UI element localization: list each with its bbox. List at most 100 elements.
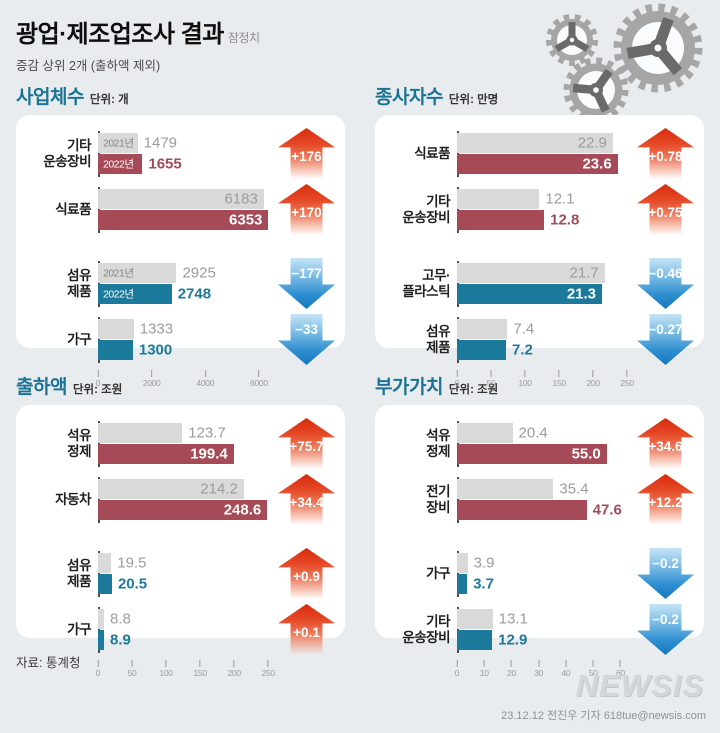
bar-row-2021: 12.1 xyxy=(457,188,634,210)
axis-tick: 2000 xyxy=(143,370,161,388)
category-label: 석유 정제 xyxy=(67,427,91,459)
bar-row-2021: 19.5 xyxy=(98,552,275,574)
x-axis: 0 50 100 150 200 250 xyxy=(454,370,634,392)
bar-row-2021: 3.9 xyxy=(457,552,634,574)
bar-group: 섬유 제품 2021년 2925 2022년 2748 −177 xyxy=(26,258,335,309)
year-label-2021: 2021년 xyxy=(103,267,134,279)
change-value: +75.7 xyxy=(289,439,324,455)
bars-plot: 7.4 7.2 xyxy=(457,316,634,363)
axis-row: 0 50 100 150 200 250 xyxy=(26,660,335,682)
value-label-2022: 248.6 xyxy=(223,501,262,519)
bar-row-2021: 7.4 xyxy=(457,318,634,340)
newsis-watermark: NEWSIS xyxy=(575,668,704,703)
title-badge: 잠정치 xyxy=(227,31,260,45)
bar-2022 xyxy=(457,499,587,520)
bar-2021: 2021년 xyxy=(98,132,138,153)
axis-tick: 250 xyxy=(262,660,275,678)
bar-2022: 2022년 xyxy=(98,283,172,304)
bar-row-2022: 12.9 xyxy=(457,629,634,651)
category-label: 섬유 제품 xyxy=(426,323,450,355)
value-label-2021: 22.9 xyxy=(577,134,607,152)
axis-tick: 60 xyxy=(616,660,625,678)
change-value: +170 xyxy=(291,205,322,221)
value-label-2022: 6353 xyxy=(229,211,263,229)
axis-tick: 6000 xyxy=(250,370,268,388)
bars-plot: 19.5 20.5 xyxy=(98,550,275,597)
up-arrow-icon: +0.75 xyxy=(637,184,694,235)
bar-row-2022: 3.7 xyxy=(457,573,634,595)
bar-2022 xyxy=(98,499,268,520)
value-label-2022: 47.6 xyxy=(592,501,622,519)
up-arrow-icon: +0.1 xyxy=(278,604,335,655)
axis-tick: 50 xyxy=(487,370,496,388)
value-label-2022: 199.4 xyxy=(190,445,228,463)
value-label-2021: 214.2 xyxy=(200,480,238,498)
bar-2022 xyxy=(457,339,506,360)
axis-tick: 50 xyxy=(589,660,598,678)
page-title: 광업·제조업조사 결과 xyxy=(16,21,224,48)
down-arrow-icon: −0.27 xyxy=(637,314,694,365)
bars-plot: 35.4 47.6 xyxy=(457,476,634,523)
bar-row-2022: 199.4 xyxy=(98,443,275,465)
axis-tick-label: 60 xyxy=(615,668,625,678)
value-label-2021: 20.4 xyxy=(518,424,548,442)
value-label-2021: 1479 xyxy=(143,134,178,152)
bar-2021 xyxy=(98,188,264,209)
chart-section-2: 종사자수 단위: 만명 식료품 22.9 23.6 +0.78 기타 운송장비 12.1 12.8… xyxy=(375,82,704,388)
bars-plot: 13.1 12.9 xyxy=(457,606,634,653)
bar-group: 기타 운송장비 13.1 12.9 −0.2 xyxy=(385,604,694,655)
bar-2021 xyxy=(98,608,104,629)
charts-grid: 사업체수 단위: 개 기타 운송장비 2021년 1479 2022년 1655 +176 식료품… xyxy=(0,74,720,678)
category-label: 기타 운송장비 xyxy=(43,137,91,169)
bar-row-2021: 21.7 xyxy=(457,262,634,284)
bar-group: 식료품 22.9 23.6 +0.78 xyxy=(385,128,694,179)
bar-2021 xyxy=(457,478,554,499)
bar-row-2021: 2021년 2925 xyxy=(98,262,275,284)
bar-2022: 2022년 xyxy=(98,153,143,174)
bars-plot: 21.7 21.3 xyxy=(457,260,634,307)
value-label-2021: 3.9 xyxy=(473,554,495,572)
value-label-2021: 7.4 xyxy=(513,320,535,338)
bar-row-2021: 13.1 xyxy=(457,608,634,630)
category-label: 식료품 xyxy=(55,201,91,217)
chart-section-3: 출하액 단위: 조원 석유 정제 123.7 199.4 +75.7 자동차 214.2 248.… xyxy=(16,372,345,678)
axis-tick-label: 0 xyxy=(95,378,101,388)
bars-plot: 123.7 199.4 xyxy=(98,420,275,467)
bar-group: 식료품 6183 6353 +170 xyxy=(26,184,335,235)
up-arrow-icon: +170 xyxy=(278,184,335,235)
change-value: −0.2 xyxy=(652,556,679,572)
credit-line: 23.12.12 전진우 기자 618tue@newsis.com xyxy=(501,710,706,722)
bars-plot: 12.1 12.8 xyxy=(457,186,634,233)
section-title: 종사자수 단위: 만명 xyxy=(375,82,704,109)
axis-tick: 20 xyxy=(507,660,516,678)
year-label-2022: 2022년 xyxy=(103,158,134,170)
chart-panel: 기타 운송장비 2021년 1479 2022년 1655 +176 식료품 6183 6353 +… xyxy=(16,115,345,388)
bar-2022 xyxy=(457,573,468,594)
axis-tick-label: 4000 xyxy=(196,378,215,388)
bar-row-2021: 8.8 xyxy=(98,608,275,630)
bar-row-2021: 35.4 xyxy=(457,478,634,500)
axis-tick: 250 xyxy=(621,370,634,388)
change-value: +34.4 xyxy=(289,495,324,511)
source-label: 자료: 통계청 xyxy=(16,656,81,670)
axis-tick: 150 xyxy=(552,370,566,388)
chart-panel: 식료품 22.9 23.6 +0.78 기타 운송장비 12.1 12.8 +0.75 고무· 플라… xyxy=(375,115,704,388)
section-unit: 단위: 만명 xyxy=(448,94,499,106)
bar-group: 기타 운송장비 2021년 1479 2022년 1655 +176 xyxy=(26,128,335,179)
value-label-2022: 23.6 xyxy=(582,155,612,173)
axis-tick-label: 150 xyxy=(552,378,566,388)
bar-group: 가구 1333 1300 −33 xyxy=(26,314,335,365)
axis-tick: 30 xyxy=(534,660,543,678)
section-title: 부가가치 단위: 조원 xyxy=(375,372,704,399)
category-label: 식료품 xyxy=(414,145,450,161)
up-arrow-icon: +12.2 xyxy=(637,474,694,525)
axis-tick-label: 0 xyxy=(454,378,460,388)
down-arrow-icon: −0.2 xyxy=(637,604,694,655)
axis-tick-label: 50 xyxy=(127,668,137,678)
bar-row-2022: 21.3 xyxy=(457,283,634,305)
bar-group: 섬유 제품 19.5 20.5 +0.9 xyxy=(26,548,335,599)
bar-group: 섬유 제품 7.4 7.2 −0.27 xyxy=(385,314,694,365)
bars-plot: 22.9 23.6 xyxy=(457,130,634,177)
bar-row-2022: 8.9 xyxy=(98,629,275,651)
